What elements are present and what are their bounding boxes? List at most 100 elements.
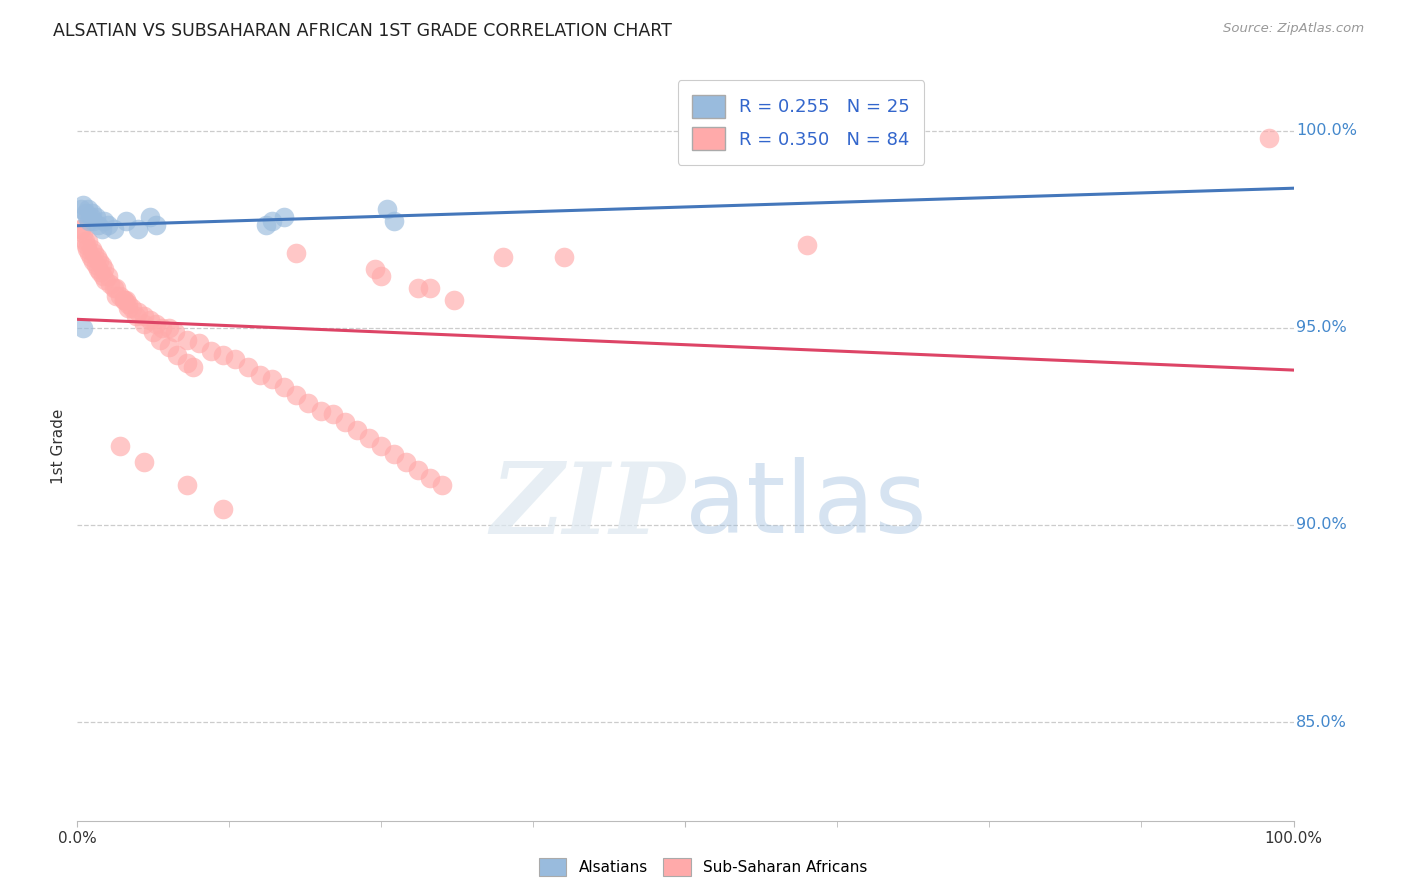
Point <box>188 336 211 351</box>
Point <box>553 250 575 264</box>
Point <box>80 250 103 264</box>
Point <box>70 222 93 236</box>
Point <box>91 269 114 284</box>
Point <box>80 242 103 256</box>
Point <box>377 202 399 217</box>
Point <box>145 218 167 232</box>
Text: ZIP: ZIP <box>491 458 686 554</box>
Point <box>87 218 110 232</box>
Point <box>1258 131 1281 145</box>
Text: atlas: atlas <box>686 458 927 555</box>
Point <box>84 258 107 272</box>
Point <box>249 368 271 382</box>
Point <box>117 301 139 315</box>
Point <box>86 250 108 264</box>
Point <box>76 242 98 256</box>
Text: Source: ZipAtlas.com: Source: ZipAtlas.com <box>1223 22 1364 36</box>
Point <box>134 309 156 323</box>
Point <box>70 222 93 236</box>
Point <box>103 281 125 295</box>
Text: ALSATIAN VS SUBSAHARAN AFRICAN 1ST GRADE CORRELATION CHART: ALSATIAN VS SUBSAHARAN AFRICAN 1ST GRADE… <box>53 22 672 40</box>
Point <box>76 211 98 225</box>
Point <box>370 269 392 284</box>
Point <box>73 234 96 248</box>
Point <box>176 333 198 347</box>
Point <box>152 320 174 334</box>
Point <box>142 325 165 339</box>
Text: 85.0%: 85.0% <box>1296 714 1347 730</box>
Point <box>112 293 135 307</box>
Point <box>309 403 332 417</box>
Point <box>157 320 180 334</box>
Point <box>443 293 465 307</box>
Point <box>492 250 515 264</box>
Point <box>382 447 405 461</box>
Point <box>103 222 125 236</box>
Point <box>139 211 162 225</box>
Point <box>105 289 128 303</box>
Point <box>87 261 110 276</box>
Point <box>285 245 308 260</box>
Point <box>346 423 368 437</box>
Point <box>176 356 198 370</box>
Point <box>80 211 103 225</box>
Point <box>176 478 198 492</box>
Point <box>72 320 94 334</box>
Point <box>796 238 818 252</box>
Point <box>89 265 111 279</box>
Point <box>108 439 131 453</box>
Point <box>121 301 143 315</box>
Point <box>419 470 441 484</box>
Point <box>149 333 172 347</box>
Point <box>224 352 246 367</box>
Point <box>70 202 93 217</box>
Point <box>134 317 156 331</box>
Point <box>285 388 308 402</box>
Point <box>163 325 186 339</box>
Point <box>98 277 121 292</box>
Point <box>419 281 441 295</box>
Point <box>254 218 277 232</box>
Point <box>145 317 167 331</box>
Point <box>117 297 139 311</box>
Point <box>79 214 101 228</box>
Point <box>94 273 117 287</box>
Text: 100.0%: 100.0% <box>1296 123 1357 138</box>
Point <box>181 360 204 375</box>
Text: 95.0%: 95.0% <box>1296 320 1347 335</box>
Point <box>322 408 344 422</box>
Point <box>273 211 295 225</box>
Point <box>200 344 222 359</box>
Point <box>75 206 97 220</box>
Legend: Alsatians, Sub-Saharan Africans: Alsatians, Sub-Saharan Africans <box>533 852 873 882</box>
Point <box>93 261 115 276</box>
Point <box>430 478 453 492</box>
Point <box>72 198 94 212</box>
Point <box>166 348 188 362</box>
Point <box>90 222 112 236</box>
Point <box>127 222 149 236</box>
Point <box>115 214 138 228</box>
Point <box>333 415 356 429</box>
Point <box>90 258 112 272</box>
Point <box>75 238 97 252</box>
Point <box>77 234 100 248</box>
Point <box>83 245 105 260</box>
Point <box>212 502 235 516</box>
Point <box>364 261 387 276</box>
Point <box>382 214 405 228</box>
Point <box>273 380 295 394</box>
Point <box>406 463 429 477</box>
Point <box>212 348 235 362</box>
Point <box>125 309 148 323</box>
Point <box>77 202 100 217</box>
Point <box>108 289 131 303</box>
Text: 90.0%: 90.0% <box>1296 517 1347 533</box>
Point <box>395 455 418 469</box>
Point <box>370 439 392 453</box>
Point <box>82 253 104 268</box>
Point <box>297 395 319 409</box>
Point <box>97 218 120 232</box>
Point <box>80 206 103 220</box>
Point <box>112 293 135 307</box>
